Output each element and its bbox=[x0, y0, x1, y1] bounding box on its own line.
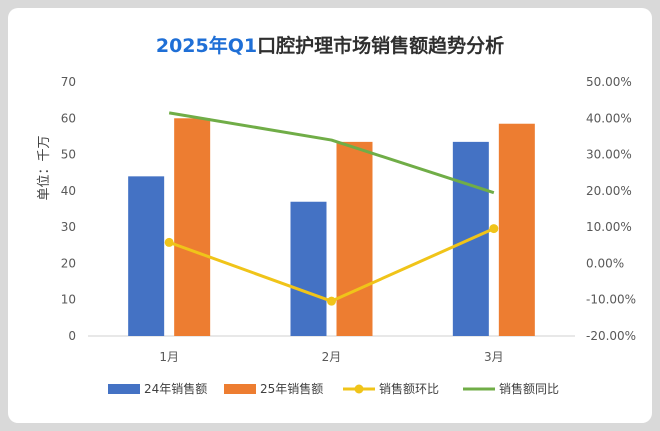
y-right-tick-label: 30.00% bbox=[586, 148, 632, 162]
bar-25-1 bbox=[174, 118, 211, 337]
chart-frame bbox=[8, 8, 652, 423]
series-point-1-2 bbox=[327, 296, 336, 306]
series-line-2 bbox=[168, 111, 495, 195]
x-tick-label: 2月 bbox=[322, 350, 342, 364]
y-axis-label: 单位：千万 bbox=[37, 135, 52, 200]
legend-label: 25年销售额 bbox=[260, 381, 323, 396]
y-left-tick-label: 0 bbox=[68, 329, 76, 343]
chart-title: 2025年Q1口腔护理市场销售额趋势分析 bbox=[156, 34, 504, 57]
bar-25-2 bbox=[336, 141, 373, 336]
y-left-tick-label: 40 bbox=[61, 184, 76, 198]
credit-text: 头条号：日化智云 bbox=[538, 403, 642, 419]
bar-24-1 bbox=[128, 176, 165, 336]
legend-marker bbox=[354, 384, 364, 394]
chart-title-accent: 2025年Q1 bbox=[156, 34, 257, 57]
y-left-tick-label: 50 bbox=[61, 148, 76, 162]
y-right-tick-label: 50.00% bbox=[586, 75, 632, 89]
x-tick-label: 1月 bbox=[159, 350, 179, 364]
y-left-tick-label: 70 bbox=[61, 75, 76, 89]
x-tick-label: 3月 bbox=[484, 350, 504, 364]
legend-swatch bbox=[224, 384, 256, 394]
legend-label: 销售额同比 bbox=[499, 381, 559, 396]
chart-title-rest: 口腔护理市场销售额趋势分析 bbox=[257, 34, 504, 57]
series-point-1-3 bbox=[489, 224, 499, 234]
y-right-tick-label: 0.00% bbox=[586, 256, 624, 270]
y-right-tick-label: 10.00% bbox=[586, 220, 632, 234]
y-left-tick-label: 20 bbox=[61, 256, 76, 270]
series-line-1 bbox=[168, 227, 495, 303]
y-right-tick-label: -20.00% bbox=[586, 329, 636, 343]
legend-label: 24年销售额 bbox=[144, 381, 207, 396]
series-point-1-1 bbox=[164, 237, 174, 247]
y-right-tick-label: -10.00% bbox=[586, 293, 636, 307]
bar-25-3 bbox=[498, 123, 535, 336]
y-left-tick-label: 30 bbox=[61, 220, 76, 234]
y-left-tick-label: 60 bbox=[61, 111, 76, 125]
legend-swatch bbox=[108, 384, 140, 394]
y-left-tick-label: 10 bbox=[61, 293, 76, 307]
y-right-tick-label: 20.00% bbox=[586, 184, 632, 198]
legend-label: 销售额环比 bbox=[379, 381, 439, 396]
y-right-tick-label: 40.00% bbox=[586, 111, 632, 125]
bar-24-2 bbox=[290, 201, 327, 336]
